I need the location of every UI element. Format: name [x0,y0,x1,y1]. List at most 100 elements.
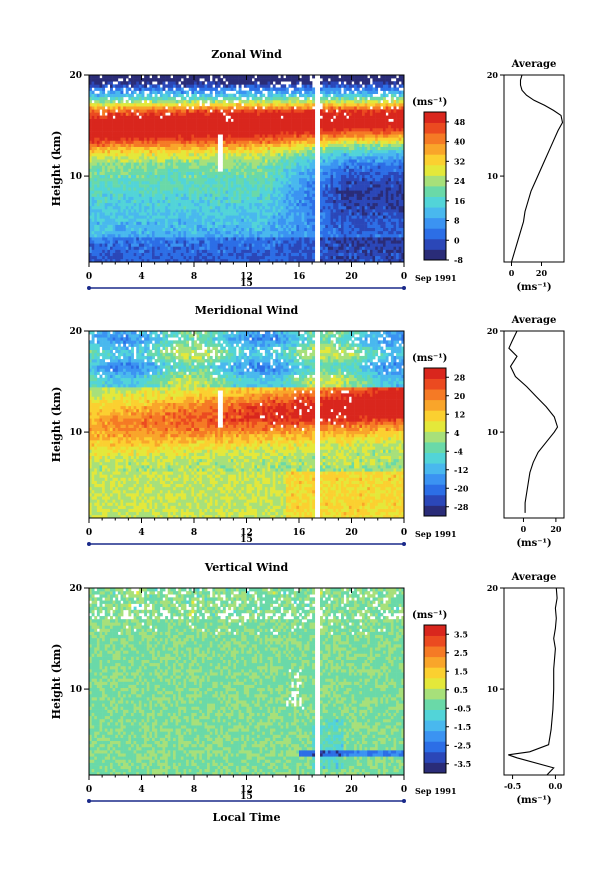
heatmap-cell [159,121,163,126]
heatmap-cell [296,171,300,176]
heatmap-cell [117,159,121,163]
heatmap-cell [304,249,308,253]
heatmap-cell [264,146,268,151]
heatmap-cell [199,193,203,197]
heatmap-cell [207,193,211,197]
heatmap-cell [207,112,211,116]
heatmap-cell [254,81,258,85]
heatmap-cell [306,162,310,166]
heatmap-cell [157,106,161,110]
heatmap-cell [107,258,111,263]
heatmap-cell [162,227,166,232]
heatmap-cell [238,227,242,232]
heatmap-cell [104,168,108,172]
heatmap-cell [254,124,258,129]
heatmap-cell [301,205,305,210]
heatmap-cell [194,187,197,191]
heatmap-cell [204,190,208,194]
heatmap-cell [125,109,129,113]
heatmap-cell [196,137,200,141]
heatmap-cell [230,81,234,85]
heatmap-cell [102,227,106,232]
heatmap-cell [94,103,98,107]
heatmap-cell [149,224,153,229]
heatmap-cell [288,140,292,144]
heatmap-cell [102,258,106,263]
heatmap-cell [96,218,100,222]
heatmap-cell [299,171,302,176]
heatmap-cell [264,75,268,79]
heatmap-cell [230,171,234,176]
heatmap-cell [178,230,182,235]
heatmap-cell [246,124,250,129]
heatmap-cell [104,165,108,169]
heatmap-cell [228,252,232,257]
heatmap-cell [138,121,142,126]
heatmap-cell [299,184,302,188]
heatmap-cell [99,224,103,229]
heatmap-cell [91,143,95,147]
heatmap-cell [94,209,98,213]
heatmap-cell [188,115,192,119]
heatmap-cell [306,84,310,88]
heatmap-cell [285,159,289,163]
heatmap-cell [228,184,232,188]
heatmap-cell [209,103,213,107]
heatmap-cell [120,127,124,132]
heatmap-cell [238,230,242,235]
heatmap-cell [293,221,297,225]
heatmap-cell [251,187,255,191]
heatmap-cell [299,218,302,222]
heatmap-cell [233,177,237,182]
heatmap-cell [215,84,218,88]
heatmap-cell [257,99,260,104]
heatmap-cell [254,93,258,98]
heatmap-cell [96,115,100,119]
heatmap-cell [131,230,134,235]
heatmap-cell [183,233,187,238]
heatmap-cell [196,193,200,197]
heatmap-cell [112,221,116,225]
heatmap-cell [159,187,163,191]
heatmap-cell [154,209,158,213]
heatmap-cell [215,243,218,247]
heatmap-cell [249,215,253,219]
heatmap-cell [165,152,169,157]
heatmap-cell [175,93,179,98]
heatmap-cell [107,146,111,151]
heatmap-cell [175,152,179,157]
heatmap-cell [149,84,153,88]
heatmap-cell [196,171,200,176]
heatmap-cell [141,96,145,101]
heatmap-cell [299,146,302,151]
heatmap-cell [175,90,179,94]
heatmap-cell [154,90,158,94]
chart-title: Zonal Wind [211,48,282,61]
heatmap-cell [301,227,305,232]
heatmap-cell [167,168,171,172]
heatmap-cell [228,81,232,85]
heatmap-cell [173,99,176,104]
heatmap-cell [149,81,153,85]
heatmap-cell [293,233,297,238]
heatmap-cell [183,243,187,247]
heatmap-cell [136,230,140,235]
heatmap-cell [267,84,271,88]
heatmap-cell [249,81,253,85]
heatmap-cell [141,137,145,141]
heatmap-cell [173,137,176,141]
heatmap-cell [131,227,134,232]
heatmap-cell [291,96,295,101]
heatmap-cell [251,143,255,147]
heatmap-cell [133,184,137,188]
heatmap-cell [94,131,98,135]
heatmap-cell [94,184,98,188]
heatmap-cell [304,131,308,135]
heatmap-cell [233,165,237,169]
heatmap-cell [175,146,179,151]
heatmap-cell [128,152,132,157]
heatmap-cell [204,75,208,79]
heatmap-cell [175,149,179,154]
heatmap-cell [159,205,163,210]
heatmap-cell [251,249,255,253]
